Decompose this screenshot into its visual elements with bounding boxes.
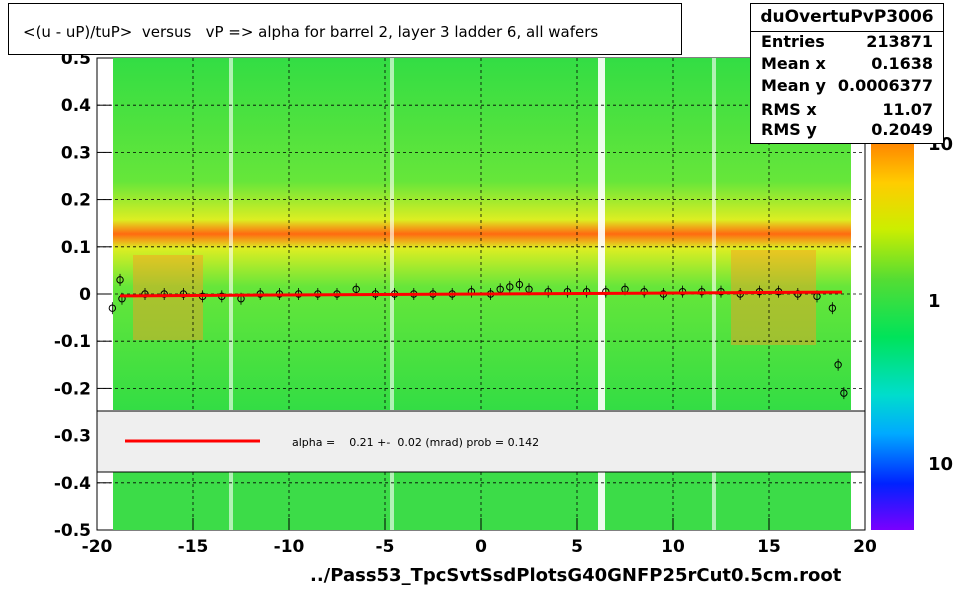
profile-point xyxy=(506,283,514,291)
stats-key: Mean y xyxy=(761,76,826,95)
y-tick-label: -0.5 xyxy=(54,521,91,541)
stats-row-rms-y: RMS y 0.2049 xyxy=(761,120,933,142)
stats-value: 0.0006377 xyxy=(837,76,933,95)
stats-box: duOvertuPvP3006 Entries 213871 Mean x 0.… xyxy=(750,3,944,144)
x-tick-label: -20 xyxy=(82,537,113,557)
profile-point xyxy=(160,290,168,298)
color-palette xyxy=(871,144,914,530)
stats-key: RMS y xyxy=(761,120,817,139)
stats-row-mean-y: Mean y 0.0006377 xyxy=(761,76,933,98)
heatmap-band-lower xyxy=(113,472,851,530)
heatmap-hotspot-left xyxy=(133,255,203,340)
profile-point xyxy=(108,304,117,312)
y-tick-label: 0.4 xyxy=(61,96,91,116)
profile-point xyxy=(179,290,188,298)
x-tick-label: -15 xyxy=(178,537,209,557)
stats-key: RMS x xyxy=(761,100,817,119)
stats-value: 0.2049 xyxy=(871,120,933,139)
profile-point xyxy=(116,276,124,284)
x-tick-label: -10 xyxy=(274,537,305,557)
y-tick-label: -0.1 xyxy=(54,332,91,352)
footer-filename: ../Pass53_TpcSvtSsdPlotsG40GNFP25rCut0.5… xyxy=(310,565,842,586)
y-tick-label: -0.4 xyxy=(54,474,91,494)
profile-point xyxy=(834,361,842,369)
fit-legend-label: alpha = 0.21 +- 0.02 (mrad) prob = 0.142 xyxy=(292,436,540,449)
heatmap-band-upper xyxy=(113,58,851,410)
title-box: <(u - uP)/tuP> versus vP => alpha for ba… xyxy=(8,3,682,55)
y-tick-label: 0 xyxy=(79,285,91,305)
palette-tick-label: 1 xyxy=(928,291,941,312)
stats-row-entries: Entries 213871 xyxy=(761,32,933,54)
profile-point xyxy=(794,290,802,298)
y-tick-label: 0.3 xyxy=(61,143,91,163)
x-tick-label: 5 xyxy=(571,537,583,557)
stats-key: Mean x xyxy=(761,54,826,73)
stats-row-rms-x: RMS x 11.07 xyxy=(761,100,933,122)
heatmap-hotspot-right xyxy=(731,250,816,345)
stats-row-mean-x: Mean x 0.1638 xyxy=(761,54,933,76)
profile-point xyxy=(828,304,837,312)
y-tick-label: -0.2 xyxy=(54,379,91,399)
stats-key: Entries xyxy=(761,32,825,51)
plot-title: <(u - uP)/tuP> versus vP => alpha for ba… xyxy=(23,23,599,41)
x-tick-label: -5 xyxy=(376,537,395,557)
profile-point xyxy=(840,389,848,397)
x-tick-label: 20 xyxy=(853,537,877,557)
x-tick-label: 15 xyxy=(757,537,781,557)
y-tick-label: 0.2 xyxy=(61,191,91,211)
y-tick-label: 0.1 xyxy=(61,238,91,258)
stats-value: 213871 xyxy=(866,32,933,51)
fit-line xyxy=(120,290,842,298)
profile-point xyxy=(352,285,360,293)
x-tick-label: 0 xyxy=(475,537,487,557)
x-tick-label: 10 xyxy=(661,537,685,557)
y-tick-label: -0.3 xyxy=(54,427,91,447)
palette-tick-label: 10 xyxy=(928,454,953,475)
stats-title: duOvertuPvP3006 xyxy=(751,4,943,32)
stats-value: 11.07 xyxy=(882,100,933,119)
profile-point xyxy=(515,280,524,289)
stats-value: 0.1638 xyxy=(871,54,933,73)
axes: -20 -15 -10 -5 0 5 10 15 20 -0.5 -0.4 -0.3 -0.2 -0.1 0… xyxy=(54,49,877,557)
